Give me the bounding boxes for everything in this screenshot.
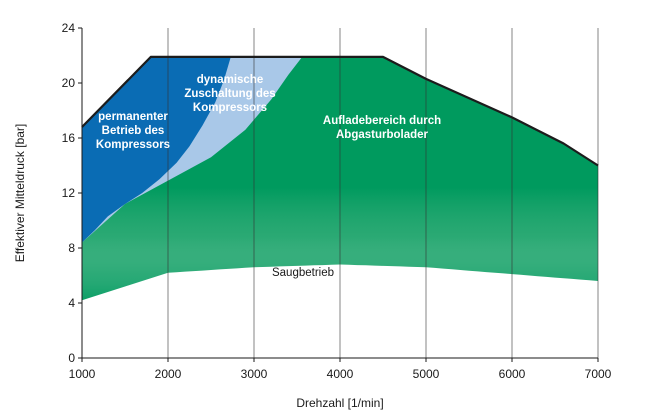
label-saugbetrieb: Saugbetrieb xyxy=(272,267,334,279)
y-axis-ticks: 0 4 8 12 16 20 24 xyxy=(62,21,82,365)
x-axis-title: Drehzahl [1/min] xyxy=(296,396,383,410)
y-tick-label-24: 24 xyxy=(62,21,76,35)
region-label-line: permanenter xyxy=(98,111,168,123)
label-permanenter-betrieb: permanenter Betrieb des Kompressors xyxy=(96,111,170,151)
region-label-line: Aufladebereich durch xyxy=(323,115,441,127)
region-label-line: Kompressors xyxy=(193,102,267,114)
y-tick-label-8: 8 xyxy=(68,241,75,255)
y-tick-label-20: 20 xyxy=(62,76,76,90)
x-tick-label-1000: 1000 xyxy=(69,367,96,381)
region-label-line: Abgasturbolader xyxy=(336,129,429,141)
region-label-line: Saugbetrieb xyxy=(272,267,334,279)
y-tick-label-0: 0 xyxy=(68,351,75,365)
x-axis-ticks: 1000 2000 3000 4000 5000 6000 7000 xyxy=(69,358,612,381)
y-tick-label-4: 4 xyxy=(68,296,75,310)
x-tick-label-7000: 7000 xyxy=(585,367,612,381)
y-axis-title: Effektiver Mitteldruck [bar] xyxy=(13,124,27,263)
x-tick-label-3000: 3000 xyxy=(241,367,268,381)
x-tick-label-5000: 5000 xyxy=(413,367,440,381)
x-tick-label-2000: 2000 xyxy=(155,367,182,381)
region-label-line: dynamische xyxy=(197,74,263,86)
region-label-line: Kompressors xyxy=(96,139,170,151)
volllast-line xyxy=(81,55,599,167)
region-label-line: Zuschaltung des xyxy=(184,88,275,100)
region-label-line: Betrieb des xyxy=(102,125,165,137)
label-dynamische-zuschaltung: dynamische Zuschaltung des Kompressors xyxy=(184,74,275,114)
x-tick-label-4000: 4000 xyxy=(327,367,354,381)
x-tick-label-6000: 6000 xyxy=(499,367,526,381)
label-aufladebereich: Aufladebereich durch Abgasturbolader xyxy=(323,115,441,141)
permanenter-betrieb-region xyxy=(82,56,231,243)
y-tick-label-12: 12 xyxy=(62,186,76,200)
vertical-gridlines xyxy=(167,28,599,358)
y-tick-label-16: 16 xyxy=(62,131,76,145)
